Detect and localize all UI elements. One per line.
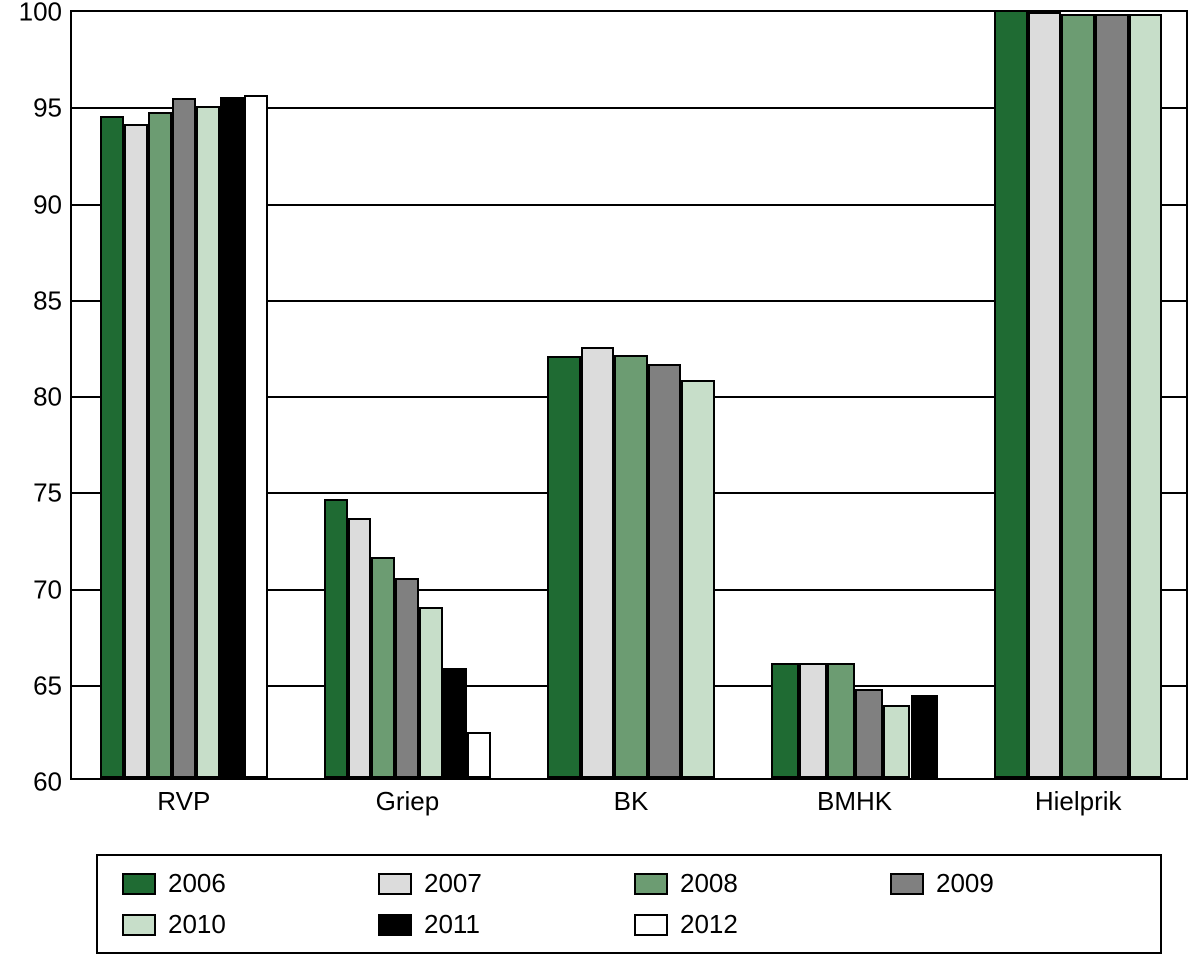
- bar: [172, 98, 196, 778]
- legend-swatch: [378, 914, 412, 936]
- bar: [1129, 14, 1163, 778]
- bar: [994, 10, 1028, 778]
- bar: [220, 97, 244, 778]
- bar: [348, 518, 372, 778]
- legend-label: 2007: [424, 868, 482, 899]
- legend-label: 2010: [168, 909, 226, 940]
- bar: [100, 116, 124, 778]
- legend-swatch: [122, 873, 156, 895]
- y-axis-tick-label: 60: [33, 767, 72, 798]
- legend-item: 2007: [378, 868, 624, 899]
- legend-label: 2011: [424, 909, 480, 940]
- bar: [581, 347, 615, 778]
- bar: [827, 663, 855, 779]
- x-axis-tick-label: Griep: [376, 778, 440, 817]
- bar: [771, 663, 799, 779]
- y-axis-tick-label: 85: [33, 285, 72, 316]
- legend-item: 2006: [122, 868, 368, 899]
- y-axis-tick-label: 65: [33, 670, 72, 701]
- y-axis-tick-label: 95: [33, 93, 72, 124]
- bar: [324, 499, 348, 778]
- legend-swatch: [122, 914, 156, 936]
- bar: [547, 356, 581, 778]
- bar: [883, 705, 911, 778]
- legend-item: 2009: [890, 868, 1136, 899]
- bar: [648, 364, 682, 778]
- legend: 2006 2007 2008 2009 2010 2011 2012: [96, 854, 1162, 954]
- legend-swatch: [890, 873, 924, 895]
- legend-label: 2006: [168, 868, 226, 899]
- legend-label: 2012: [680, 909, 738, 940]
- bar: [148, 112, 172, 778]
- bar: [395, 578, 419, 778]
- bar: [855, 689, 883, 778]
- bar: [371, 557, 395, 778]
- x-axis-tick-label: BMHK: [817, 778, 892, 817]
- bar: [419, 607, 443, 778]
- y-axis-tick-label: 90: [33, 189, 72, 220]
- bar: [196, 106, 220, 778]
- bar: [467, 732, 491, 778]
- legend-item: 2011: [378, 909, 624, 940]
- y-axis-tick-label: 70: [33, 574, 72, 605]
- bar: [681, 380, 715, 778]
- bar: [1095, 14, 1129, 778]
- legend-label: 2009: [936, 868, 994, 899]
- y-axis-tick-label: 100: [19, 0, 72, 28]
- x-axis-tick-label: Hielprik: [1035, 778, 1122, 817]
- bar: [614, 355, 648, 779]
- plot-area: 6065707580859095100RVPGriepBKBMHKHielpri…: [70, 10, 1188, 780]
- legend-item: 2008: [634, 868, 880, 899]
- x-axis-tick-label: BK: [614, 778, 649, 817]
- bar: [911, 695, 939, 778]
- bar: [1028, 12, 1062, 778]
- legend-item: 2012: [634, 909, 880, 940]
- bar: [799, 663, 827, 779]
- legend-item: 2010: [122, 909, 368, 940]
- x-axis-tick-label: RVP: [157, 778, 210, 817]
- legend-swatch: [634, 873, 668, 895]
- legend-swatch: [634, 914, 668, 936]
- y-axis-tick-label: 80: [33, 382, 72, 413]
- bar: [244, 95, 268, 778]
- y-axis-tick-label: 75: [33, 478, 72, 509]
- bar: [443, 668, 467, 778]
- bar: [124, 124, 148, 779]
- bar-chart: 60 65 70 75 80 85 90 95 100 RVP Griep BK BMHK Hielpri…: [0, 0, 1200, 966]
- legend-swatch: [378, 873, 412, 895]
- legend-label: 2008: [680, 868, 738, 899]
- bar: [1061, 14, 1095, 778]
